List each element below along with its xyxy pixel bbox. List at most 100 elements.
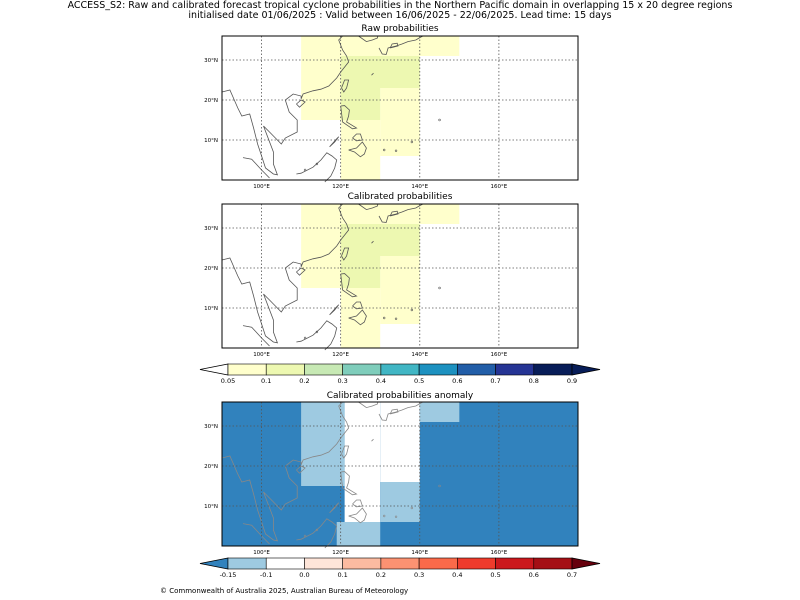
probability-cell bbox=[340, 88, 381, 120]
panel-2-title: Calibrated probabilities bbox=[347, 192, 453, 202]
colorbar-swatch bbox=[304, 363, 343, 376]
probability-cell bbox=[301, 36, 460, 56]
colorbar-swatch bbox=[227, 557, 267, 570]
coastline-2-10 bbox=[378, 401, 424, 421]
probability-cell bbox=[340, 224, 420, 256]
colorbar-tick-label: 0.9 bbox=[567, 377, 577, 385]
coastline-1-10 bbox=[378, 203, 424, 223]
y-tick-label: 20°N bbox=[204, 464, 218, 470]
colorbar-under-arrow bbox=[199, 557, 229, 570]
map-panel-1: 100°E 120°E 140°E 160°E 10°N 20°N 30°N bbox=[204, 35, 579, 190]
colorbar-tick-label: 0.3 bbox=[337, 377, 347, 385]
copyright-text: © Commonwealth of Australia 2025, Austra… bbox=[160, 587, 409, 595]
y-tick-label: 10°N bbox=[204, 138, 218, 144]
probability-cell bbox=[336, 522, 381, 546]
colorbar-swatch bbox=[418, 557, 458, 570]
x-tick-label: 160°E bbox=[491, 352, 508, 358]
probability-cell bbox=[380, 482, 420, 522]
colorbar-over-arrow bbox=[571, 363, 601, 376]
coastline-1-2 bbox=[341, 247, 350, 261]
colorbar-tick-label: -0.1 bbox=[260, 571, 273, 579]
colorbar-tick-label: 0.7 bbox=[567, 571, 577, 579]
coastline-0-1 bbox=[358, 35, 379, 43]
colorbar-swatch bbox=[265, 557, 305, 570]
coastline-1-1 bbox=[358, 203, 379, 211]
map-frame bbox=[221, 401, 579, 547]
coastline-2-2 bbox=[341, 445, 350, 459]
colorbar-tick-label: 0.7 bbox=[490, 377, 500, 385]
coastline-2-3 bbox=[296, 465, 306, 474]
coastline-1-8 bbox=[296, 320, 338, 351]
probability-cell bbox=[344, 402, 381, 522]
colorbar-tick-label: 0.8 bbox=[529, 377, 539, 385]
colorbar-swatch bbox=[533, 363, 573, 376]
island-1-3 bbox=[394, 317, 398, 320]
colorbar-swatch bbox=[457, 557, 496, 570]
colorbar-tick-label: 0.1 bbox=[337, 571, 347, 579]
probability-cell bbox=[340, 120, 381, 180]
map-frame bbox=[221, 35, 579, 181]
coastline-1-4 bbox=[340, 273, 358, 298]
coastline-0-2 bbox=[341, 79, 350, 93]
x-tick-label: 120°E bbox=[332, 550, 349, 556]
coastline-0-8 bbox=[296, 152, 338, 183]
x-tick-label: 100°E bbox=[253, 550, 270, 556]
colorbar-over-arrow bbox=[571, 557, 601, 570]
x-tick-label: 100°E bbox=[253, 352, 270, 358]
probability-cell bbox=[340, 288, 381, 348]
colorbar-swatch bbox=[265, 363, 305, 376]
coastline-1-12 bbox=[371, 240, 374, 244]
colorbar-tick-label: 0.4 bbox=[376, 377, 386, 385]
probability-cell bbox=[301, 56, 341, 120]
coastline-0-5 bbox=[348, 141, 367, 158]
y-tick-label: 10°N bbox=[204, 306, 218, 312]
coastline-0-4 bbox=[340, 105, 358, 130]
colorbar-swatch bbox=[418, 363, 458, 376]
island-0-0 bbox=[315, 162, 319, 166]
coastline-0-10 bbox=[378, 35, 424, 55]
colorbar-tick-label: 0.1 bbox=[261, 377, 271, 385]
island-2-4 bbox=[438, 484, 441, 488]
probability-cell bbox=[340, 256, 381, 288]
map-panel-2: 100°E 120°E 140°E 160°E 10°N 20°N 30°N bbox=[204, 203, 579, 358]
colorbar-tick-label: 0.5 bbox=[490, 571, 500, 579]
colorbar-swatch bbox=[495, 363, 535, 376]
colorbar-2: 0.05 0.1 0.2 0.3 0.4 0.5 0.6 0.7 0.8 0.9 bbox=[199, 363, 601, 385]
y-tick-label: 20°N bbox=[204, 266, 218, 272]
coastline-0-12 bbox=[371, 72, 374, 76]
probability-cell bbox=[301, 204, 460, 224]
colorbar-tick-label: 0.3 bbox=[414, 571, 424, 579]
island-1-0 bbox=[315, 330, 319, 334]
colorbar-tick-label: 0.0 bbox=[299, 571, 309, 579]
x-tick-label: 100°E bbox=[253, 184, 270, 190]
island-1-1 bbox=[303, 336, 307, 340]
island-2-2 bbox=[382, 514, 386, 518]
colorbar-swatch bbox=[380, 557, 420, 570]
coastline-1-11 bbox=[389, 210, 399, 217]
colorbar-tick-label: 0.4 bbox=[452, 571, 462, 579]
colorbar-tick-label: 0.2 bbox=[299, 377, 309, 385]
island-2-3 bbox=[394, 515, 398, 518]
colorbar-swatch bbox=[342, 557, 382, 570]
panel-3-title: Calibrated probabilities anomaly bbox=[326, 391, 474, 401]
coastline-2-5 bbox=[348, 507, 367, 524]
probability-cell bbox=[301, 402, 345, 486]
panel-1-title: Raw probabilities bbox=[361, 24, 439, 34]
colorbar-swatch bbox=[227, 363, 267, 376]
y-tick-label: 30°N bbox=[204, 58, 218, 64]
island-0-3 bbox=[394, 149, 398, 153]
island-0-1 bbox=[303, 168, 307, 172]
colorbar-swatch bbox=[495, 557, 535, 570]
probability-cell bbox=[340, 56, 420, 88]
island-2-5 bbox=[410, 506, 414, 510]
x-tick-label: 160°E bbox=[491, 550, 508, 556]
colorbar-swatch bbox=[304, 557, 343, 570]
x-tick-label: 140°E bbox=[411, 184, 428, 190]
island-1-5 bbox=[410, 308, 414, 312]
colorbar-tick-label: 0.2 bbox=[376, 571, 386, 579]
colorbar-swatch bbox=[342, 363, 382, 376]
probability-cell bbox=[419, 402, 460, 422]
coastline-0-0 bbox=[221, 35, 350, 176]
coastline-2-0 bbox=[221, 401, 350, 542]
coastline-0-11 bbox=[389, 42, 399, 49]
